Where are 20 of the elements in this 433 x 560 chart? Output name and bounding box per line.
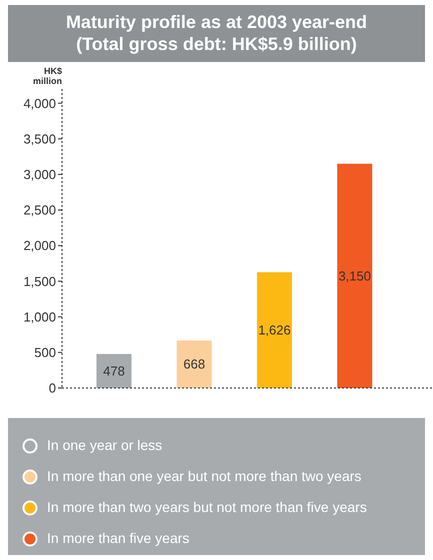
data-label: 478 xyxy=(103,363,125,378)
y-tick-label: 1,000 xyxy=(23,309,56,324)
chart-subtitle: (Total gross debt: HK$5.9 billion) xyxy=(75,33,358,55)
y-tick-label: 2,500 xyxy=(23,202,56,218)
legend-label: In more than five years xyxy=(47,529,190,548)
data-label: 1,626 xyxy=(258,322,291,338)
y-tick-label: 500 xyxy=(34,345,56,360)
y-tick-label: 4,000 xyxy=(23,96,56,111)
data-label: 3,150 xyxy=(338,268,371,284)
legend-label: In more than one year but not more than two years xyxy=(47,467,362,486)
y-tick-label: 3,000 xyxy=(23,167,56,182)
legend-label: In one year or less xyxy=(47,436,162,455)
chart-title: Maturity profile as at 2003 year-end xyxy=(64,11,368,33)
y-tick-label: 3,500 xyxy=(23,131,56,146)
y-axis-title: HK$ million xyxy=(32,66,62,86)
y-tick-label: 1,500 xyxy=(23,274,56,289)
y-tick-label: 2,000 xyxy=(23,238,56,254)
legend-label: In more than two years but not more than five years xyxy=(47,498,367,517)
y-tick-label: 0 xyxy=(48,380,56,396)
data-label: 668 xyxy=(183,356,206,372)
